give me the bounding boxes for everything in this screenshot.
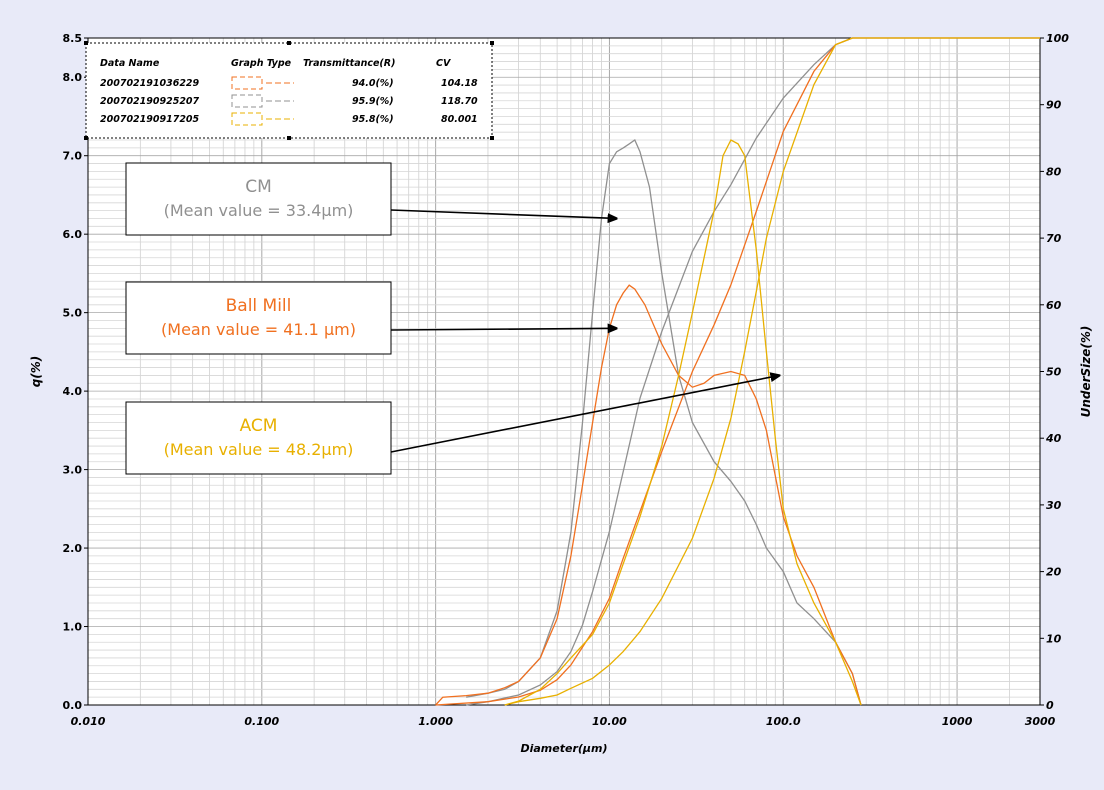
- y-right-tick-label: 10: [1046, 632, 1062, 645]
- annotation-box: [125, 162, 392, 236]
- y-right-tick-label: 60: [1046, 299, 1062, 312]
- y-left-tick-label: 0.0: [63, 699, 83, 712]
- legend-handle: [490, 136, 494, 140]
- legend-header: Graph Type: [231, 58, 292, 69]
- y-right-tick-label: 70: [1046, 232, 1062, 245]
- legend-row-name: 200702190925207: [100, 96, 200, 107]
- annotation-subtitle: (Mean value = 33.4µm): [164, 201, 354, 220]
- legend-handle: [490, 41, 494, 45]
- annotation-title: Ball Mill: [226, 296, 292, 316]
- annotation-title: ACM: [240, 416, 278, 436]
- y-left-tick-label: 3.0: [63, 464, 83, 477]
- y-left-tick-label: 8.0: [63, 71, 83, 84]
- y-right-tick-label: 90: [1046, 99, 1062, 112]
- legend-row-swatch-box: [231, 76, 263, 90]
- legend-row-cv: 80.001: [441, 114, 478, 125]
- y-left-tick-label: 5.0: [63, 307, 83, 320]
- legend-row-swatch-box: [231, 94, 263, 108]
- x-tick-label: 10.00: [592, 715, 627, 728]
- y-left-tick-label: 1.0: [63, 621, 83, 634]
- annotation-subtitle: (Mean value = 48.2µm): [164, 440, 354, 459]
- legend-row-swatch-box: [231, 112, 263, 126]
- x-tick-label: 1000: [942, 715, 973, 728]
- y-left-tick-label: 4.0: [63, 385, 83, 398]
- y-left-tick-label: 7.0: [63, 150, 83, 163]
- series-3-frequency-line: [504, 139, 862, 706]
- y-right-tick-label: 0: [1046, 699, 1054, 712]
- legend-row-transmittance: 94.0(%): [352, 78, 394, 89]
- y-left-tick-label: 6.0: [63, 228, 83, 241]
- x-tick-label: 0.100: [244, 715, 279, 728]
- x-tick-label: 3000: [1025, 715, 1056, 728]
- y-right-tick-label: 50: [1046, 366, 1062, 379]
- x-tick-label: 1.000: [418, 715, 453, 728]
- y-left-tick-label: 8.5: [63, 32, 83, 45]
- legend-header: Transmittance(R): [303, 58, 395, 69]
- y-right-tick-label: 80: [1046, 165, 1062, 178]
- legend-header: CV: [436, 58, 451, 69]
- annotation-title: CM: [245, 177, 272, 197]
- annotation-arrow: [390, 375, 779, 453]
- series-1-cumulative-line: [466, 37, 1040, 706]
- legend-handle: [287, 41, 291, 45]
- legend-box: [85, 42, 493, 139]
- series-1-frequency-line: [466, 139, 862, 706]
- annotation-arrow: [390, 209, 617, 218]
- x-tick-label: 0.010: [71, 715, 106, 728]
- legend-handle: [84, 41, 88, 45]
- legend-handle: [287, 136, 291, 140]
- y-right-axis-label: UnderSize(%): [1079, 326, 1093, 418]
- legend-row-transmittance: 95.9(%): [352, 96, 394, 107]
- annotation-box: [125, 401, 392, 475]
- legend-row-cv: 104.18: [441, 78, 478, 89]
- legend-row-cv: 118.70: [441, 96, 478, 107]
- legend-row-name: 200702191036229: [100, 78, 200, 89]
- plot-background: [88, 38, 1040, 705]
- annotation-subtitle: (Mean value = 41.1 µm): [161, 320, 356, 339]
- y-left-axis-label: q(%): [29, 356, 43, 388]
- y-left-tick-label: 2.0: [63, 542, 83, 555]
- series-2-frequency-line: [435, 284, 862, 706]
- y-right-tick-label: 40: [1045, 432, 1062, 445]
- x-axis-label: Diameter(µm): [520, 742, 607, 755]
- y-right-tick-label: 30: [1046, 499, 1062, 512]
- annotation-arrow: [390, 328, 617, 330]
- legend-row-name: 200702190917205: [100, 114, 200, 125]
- legend-row-transmittance: 95.8(%): [352, 114, 394, 125]
- x-tick-label: 100.0: [766, 715, 801, 728]
- legend-header: Data Name: [100, 58, 160, 69]
- y-right-tick-label: 100: [1046, 32, 1069, 45]
- y-right-tick-label: 20: [1046, 566, 1062, 579]
- series-3-cumulative-line: [504, 37, 1040, 706]
- annotation-box: [125, 281, 392, 355]
- legend-handle: [84, 136, 88, 140]
